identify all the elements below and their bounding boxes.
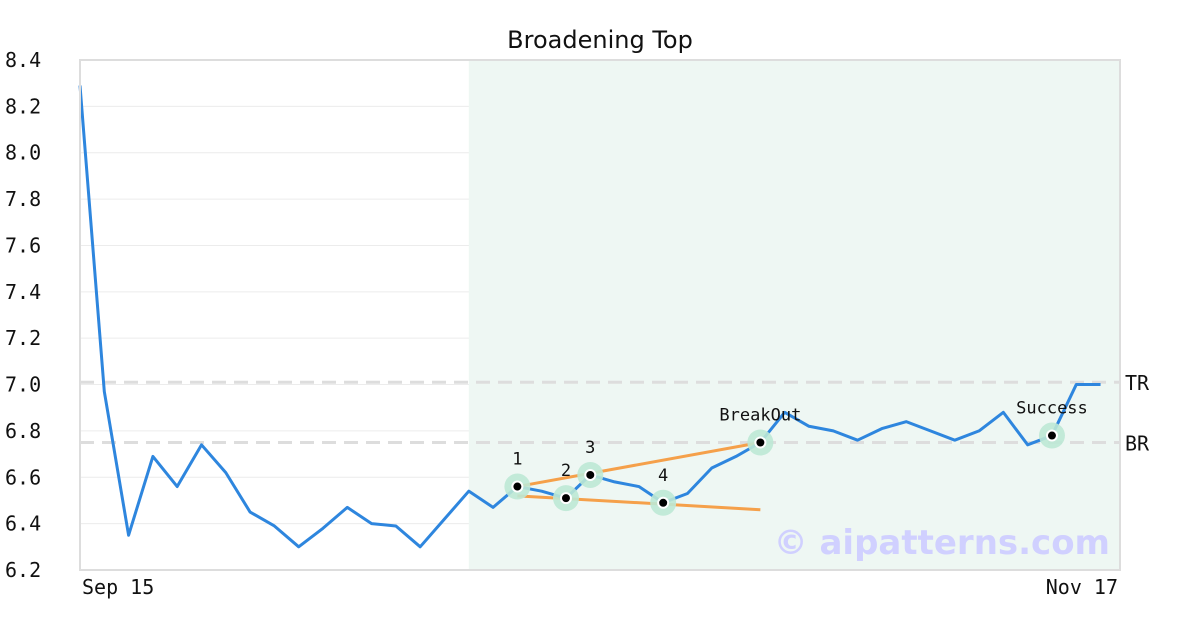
reference-lines: TR BR	[80, 371, 1150, 456]
point-marker	[657, 496, 670, 509]
point-label: 2	[561, 461, 571, 481]
point-marker	[584, 468, 597, 481]
y-tick-label: 8.4	[5, 48, 41, 72]
y-tick-label: 7.8	[5, 187, 41, 211]
reference-label-br: BR	[1125, 432, 1150, 456]
pattern-points: 1 23 4 BreakOut Success	[504, 399, 1088, 516]
point-marker	[754, 436, 767, 449]
y-tick-label: 8.0	[5, 141, 41, 165]
y-tick-label: 6.6	[5, 465, 41, 489]
y-axis-ticks: 6.2 6.4 6.6 6.8 7.0 7.2 7.4 7.6 7.8 8.0 8.2 8.4	[5, 48, 41, 582]
watermark-text: © aipatterns.com	[774, 523, 1110, 563]
y-tick-label: 6.4	[5, 512, 41, 536]
point-label: Success	[1016, 399, 1088, 419]
trendline	[517, 441, 761, 489]
x-tick-label-end: Nov 17	[1046, 575, 1118, 599]
y-tick-label: 8.2	[5, 94, 41, 118]
y-tick-label: 6.2	[5, 558, 41, 582]
point-marker	[1045, 429, 1058, 442]
y-tick-label: 7.0	[5, 373, 41, 397]
point-marker	[559, 492, 572, 505]
y-tick-label: 7.6	[5, 233, 41, 257]
y-tick-label: 7.4	[5, 280, 41, 304]
point-label: BreakOut	[719, 406, 801, 426]
point-label: 1	[512, 450, 522, 470]
x-tick-label-start: Sep 15	[82, 575, 154, 599]
point-label: 3	[585, 438, 595, 458]
chart-title: Broadening Top	[507, 26, 693, 54]
point-marker	[511, 480, 524, 493]
point-label: 4	[658, 466, 668, 486]
reference-label-tr: TR	[1125, 371, 1150, 395]
y-tick-label: 6.8	[5, 419, 41, 443]
y-tick-label: 7.2	[5, 326, 41, 350]
pattern-highlight-region	[468, 60, 1120, 570]
plot-area-border	[79, 59, 1121, 571]
